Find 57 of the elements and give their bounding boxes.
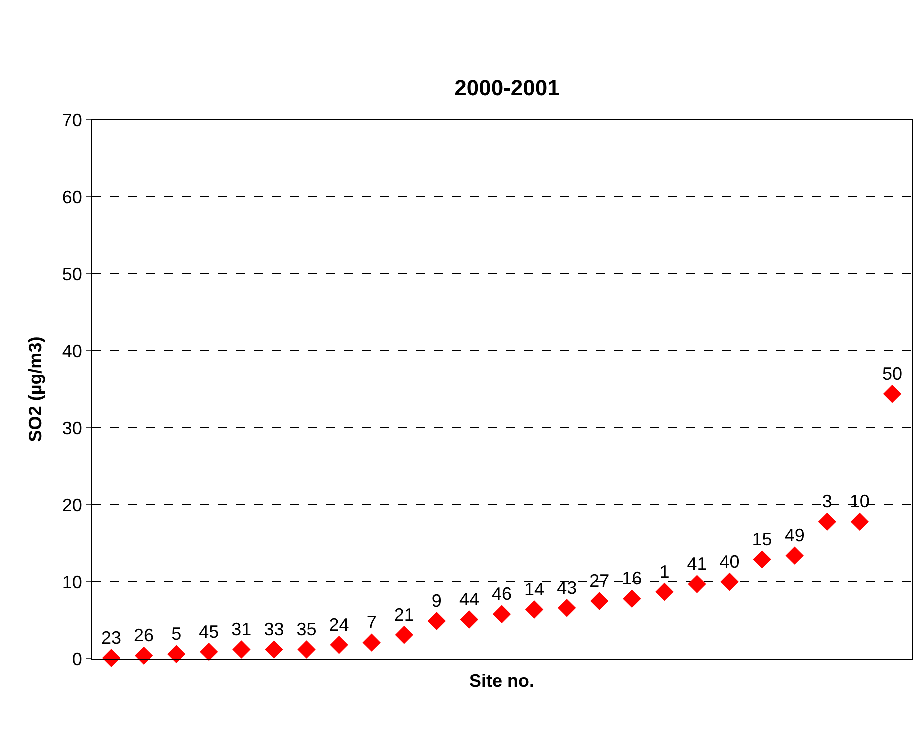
point <box>298 640 316 659</box>
x-tick-label: 24 <box>329 614 350 635</box>
y-axis-title: SO2 (µg/m3) <box>26 336 46 442</box>
point <box>168 645 186 664</box>
x-tick-label: 46 <box>492 584 512 604</box>
x-tick-label: 44 <box>459 589 480 610</box>
x-tick-label: 49 <box>784 526 805 546</box>
point <box>818 512 836 532</box>
point <box>753 550 772 569</box>
x-tick-label: 40 <box>720 552 740 572</box>
point <box>786 546 804 565</box>
chart-title: 2000-2001 <box>454 76 560 101</box>
x-tick-label: 35 <box>296 620 317 640</box>
x-tick-label: 5 <box>172 624 182 644</box>
point <box>460 610 479 629</box>
x-tick-label: 45 <box>199 622 220 642</box>
x-tick-label: 31 <box>232 620 252 640</box>
y-tick-label: 50 <box>62 264 82 284</box>
y-tick-label: 20 <box>62 495 82 516</box>
x-tick-label: 23 <box>102 628 122 648</box>
point <box>623 590 642 608</box>
x-tick-label: 7 <box>366 612 377 633</box>
x-tick-label: 27 <box>590 571 610 591</box>
point <box>590 592 609 610</box>
y-tick-label: 30 <box>62 418 82 438</box>
x-tick-label: 26 <box>134 626 154 646</box>
point <box>688 575 706 594</box>
y-tick-label: 0 <box>72 649 82 670</box>
x-tick-label: 15 <box>752 529 772 550</box>
x-tick-label: 9 <box>432 591 442 612</box>
point <box>134 646 154 666</box>
point <box>428 612 446 630</box>
x-tick-label: 14 <box>524 579 545 600</box>
x-tick-label: 33 <box>264 620 284 640</box>
x-tick-label: 3 <box>822 492 832 512</box>
point <box>883 385 902 404</box>
point <box>558 599 576 618</box>
point <box>850 512 870 532</box>
x-tick-label: 16 <box>622 568 642 589</box>
x-tick-label: 41 <box>687 554 708 574</box>
point <box>265 640 284 659</box>
point <box>656 582 674 602</box>
point <box>492 605 512 624</box>
point <box>330 636 348 654</box>
x-tick-label: 21 <box>394 604 414 625</box>
point <box>362 634 381 652</box>
y-tick-label: 70 <box>62 110 82 130</box>
x-tick-label: 1 <box>660 562 670 582</box>
point <box>200 642 218 662</box>
y-tick-label: 60 <box>62 187 82 208</box>
point <box>525 600 544 619</box>
point <box>720 572 739 592</box>
point <box>232 640 251 659</box>
x-tick-label: 43 <box>557 578 578 598</box>
point <box>395 626 414 644</box>
x-axis-title: Site no. <box>469 671 535 692</box>
y-tick-label: 40 <box>62 341 82 362</box>
